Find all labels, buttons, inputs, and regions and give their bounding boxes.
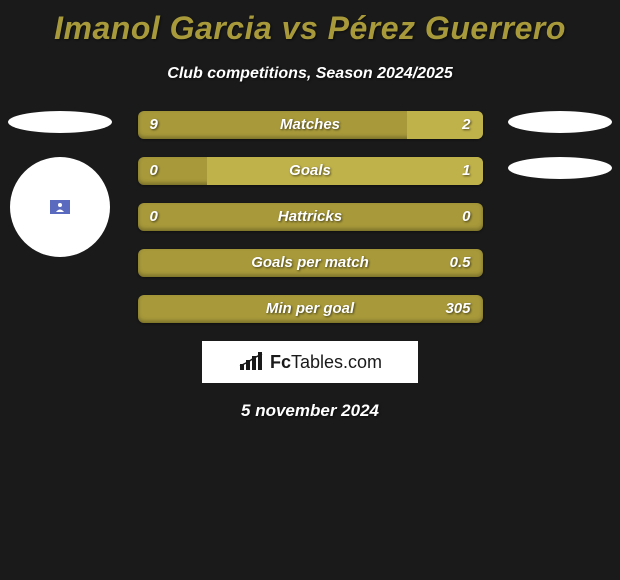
comparison-chart: 9 Matches 2 0 Goals 1 0 Hattricks 0 Goal…	[0, 111, 620, 421]
stat-label: Goals per match	[138, 249, 483, 277]
stat-value-right: 2	[462, 111, 470, 139]
ellipse-shape	[508, 111, 612, 133]
ellipse-shape	[508, 157, 612, 179]
logo-text-thin: Tables.com	[291, 352, 382, 372]
stat-value-right: 0.5	[450, 249, 471, 277]
source-logo: FcTables.com	[202, 341, 418, 383]
date-text: 5 november 2024	[0, 401, 620, 421]
stat-row-matches: 9 Matches 2	[138, 111, 483, 139]
page-title: Imanol Garcia vs Pérez Guerrero	[0, 0, 620, 47]
avatar-icon	[50, 200, 70, 214]
stat-row-goals-per-match: Goals per match 0.5	[138, 249, 483, 277]
stat-label: Min per goal	[138, 295, 483, 323]
stat-label: Matches	[138, 111, 483, 139]
stat-row-goals: 0 Goals 1	[138, 157, 483, 185]
stat-bars: 9 Matches 2 0 Goals 1 0 Hattricks 0 Goal…	[138, 111, 483, 323]
bar-chart-icon	[238, 352, 266, 372]
ellipse-shape	[8, 111, 112, 133]
stat-value-right: 0	[462, 203, 470, 231]
subtitle: Club competitions, Season 2024/2025	[0, 65, 620, 83]
right-player-decor	[508, 111, 612, 203]
stat-value-right: 305	[445, 295, 470, 323]
stat-label: Hattricks	[138, 203, 483, 231]
player-avatar-placeholder	[10, 157, 110, 257]
stat-row-min-per-goal: Min per goal 305	[138, 295, 483, 323]
logo-text-bold: Fc	[270, 352, 291, 372]
stat-label: Goals	[138, 157, 483, 185]
logo-text: FcTables.com	[270, 352, 382, 373]
stat-row-hattricks: 0 Hattricks 0	[138, 203, 483, 231]
left-player-decor	[8, 111, 112, 257]
stat-value-right: 1	[462, 157, 470, 185]
